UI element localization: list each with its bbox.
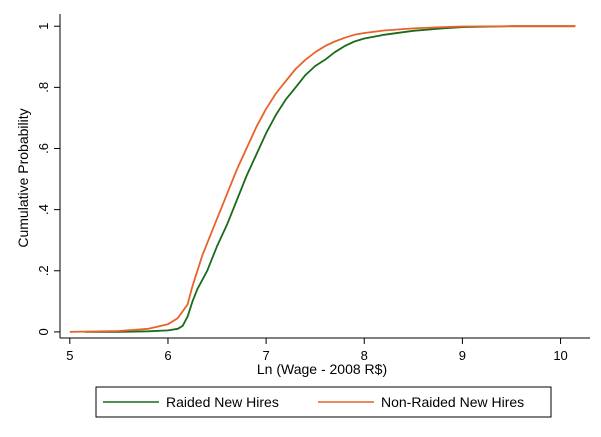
legend-label-raided: Raided New Hires [166,394,279,410]
series-line-raided [84,25,576,333]
legend: Raided New Hires Non-Raided New Hires [95,386,552,418]
x-tick-label: 9 [459,348,466,363]
y-tick-label: .4 [36,204,51,215]
x-tick-label: 6 [164,348,171,363]
series-group [69,25,576,333]
x-tick-label: 8 [361,348,368,363]
x-tick-label: 7 [262,348,269,363]
legend-label-non-raided: Non-Raided New Hires [381,394,524,410]
axes [59,14,590,339]
y-tick-label: .6 [36,143,51,154]
y-axis-title: Cumulative Probability [15,108,31,247]
series-line-non-raided [69,25,576,333]
y-tick-label: .2 [36,265,51,276]
y-tick-label: 0 [36,328,51,335]
x-ticks: 5 6 7 8 9 10 [66,338,568,363]
y-tick-label: .8 [36,82,51,93]
y-ticks: 0 .2 .4 .6 .8 1 [36,23,60,336]
y-tick-label: 1 [36,23,51,30]
x-tick-label: 5 [66,348,73,363]
x-axis-title: Ln (Wage - 2008 R$) [257,361,387,377]
x-tick-label: 10 [553,348,567,363]
